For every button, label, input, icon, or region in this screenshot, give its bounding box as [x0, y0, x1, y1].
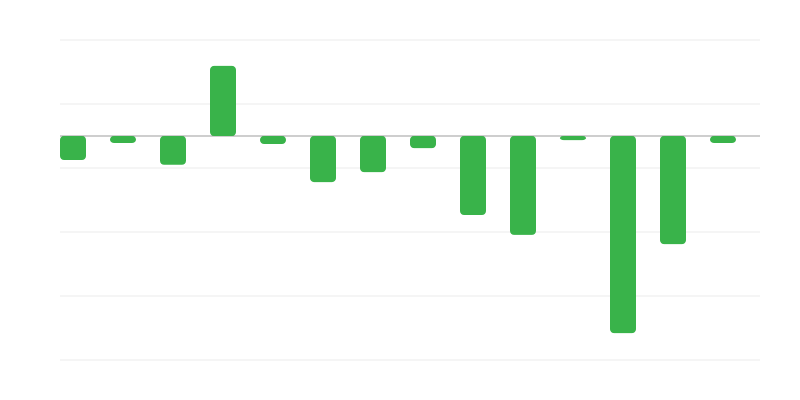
bar [460, 136, 486, 216]
bar [510, 136, 536, 235]
bar [60, 136, 86, 160]
bar [560, 136, 586, 141]
bar [110, 136, 136, 144]
bar [260, 136, 286, 144]
bar [310, 136, 336, 183]
bar [210, 65, 236, 136]
bar [160, 136, 186, 165]
bar [660, 136, 686, 245]
bar [710, 136, 736, 144]
bar [610, 136, 636, 334]
bar [360, 136, 386, 173]
bar [410, 136, 436, 149]
